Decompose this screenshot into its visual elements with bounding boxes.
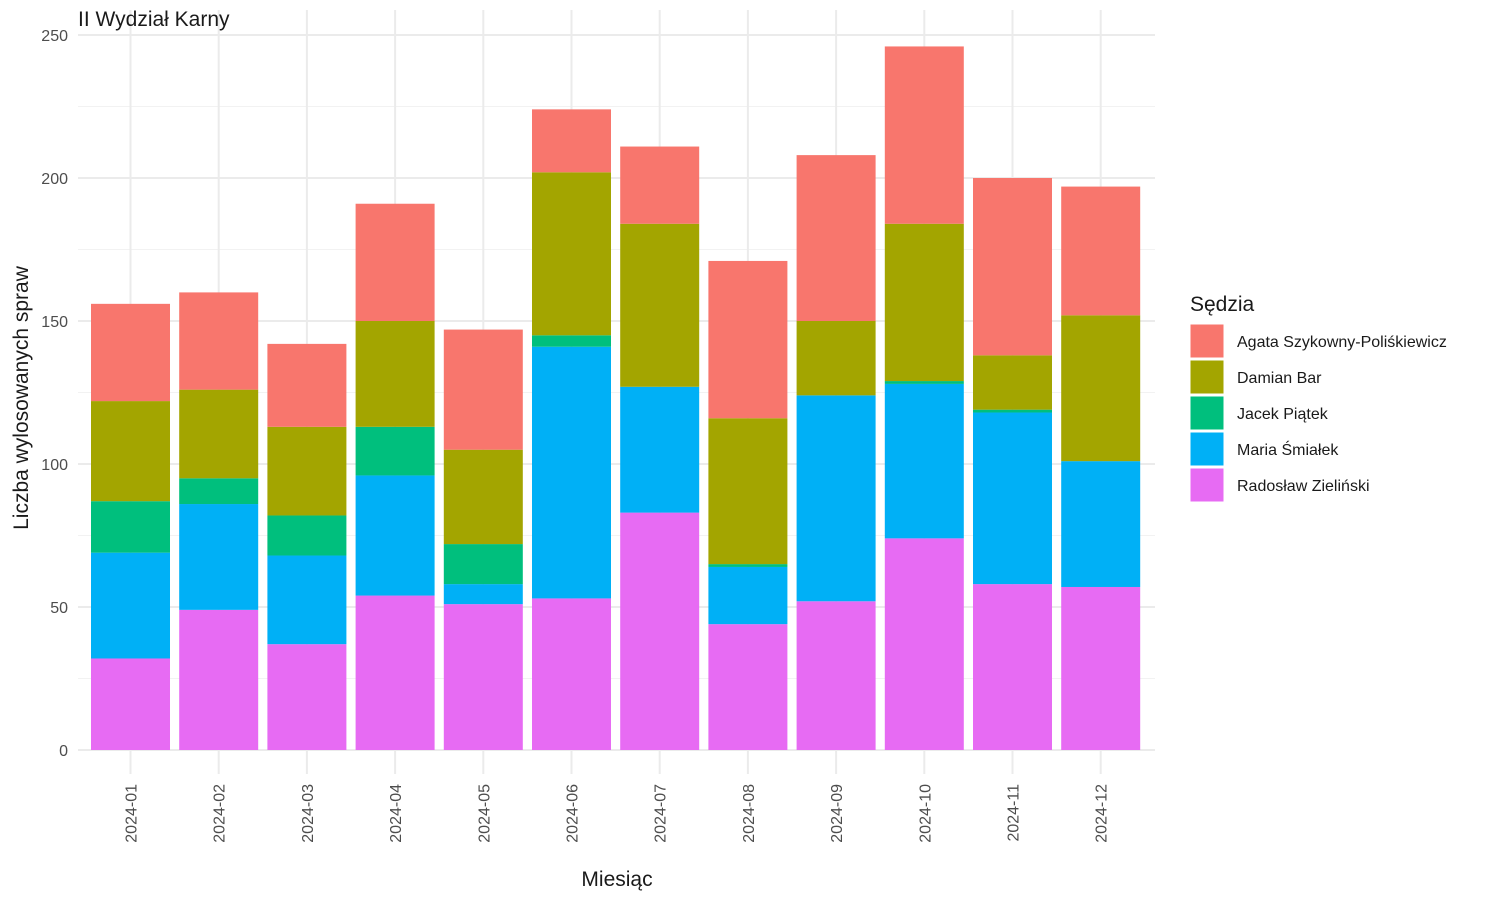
legend-label: Jacek Piątek: [1237, 406, 1329, 423]
bar-segment: [796, 155, 876, 321]
legend-label: Maria Śmiałek: [1237, 440, 1339, 459]
x-tick-label: 2024-10: [917, 784, 934, 843]
bar-segment: [884, 223, 964, 382]
y-axis-title: Liczba wylosowanych spraw: [10, 265, 33, 530]
x-tick-label: 2024-08: [741, 784, 758, 843]
x-axis-title: Miesiąc: [581, 868, 652, 891]
x-tick-label: 2024-04: [388, 784, 405, 843]
bar-segment: [443, 329, 523, 450]
bar-segment: [796, 601, 876, 750]
bar-segment: [179, 478, 259, 505]
bar-segment: [796, 321, 876, 396]
x-tick-label: 2024-11: [1006, 784, 1023, 842]
bar-segment: [708, 564, 788, 567]
bar-segment: [91, 303, 170, 402]
bar-segment: [973, 355, 1052, 410]
bar-segment: [620, 223, 700, 387]
y-tick-label: 250: [41, 28, 68, 45]
bar-segment: [620, 512, 700, 750]
bar-segment: [179, 292, 259, 390]
x-tick-label: 2024-02: [212, 784, 229, 843]
bar-segment: [708, 624, 788, 750]
bar-segment: [796, 395, 876, 602]
legend-label: Damian Bar: [1237, 370, 1322, 387]
bar-segment: [91, 501, 170, 553]
bar-segment: [355, 321, 435, 427]
bar-segment: [532, 598, 611, 750]
x-axis-ticks: 2024-01 2024-02 2024-03 2024-04 2024-05 2024-…: [124, 784, 1111, 843]
y-tick-label: 150: [41, 314, 68, 331]
bar-segment: [532, 335, 611, 347]
bar-segment: [973, 412, 1052, 585]
legend-label: Radosław Zieliński: [1237, 478, 1370, 495]
bar-segment: [443, 604, 523, 750]
y-tick-label: 100: [41, 457, 68, 474]
bar-segment: [355, 475, 435, 596]
legend-key: [1189, 467, 1225, 503]
bar-segment: [443, 449, 523, 545]
bar-segment: [884, 383, 964, 539]
bar-segment: [91, 658, 170, 750]
bar-segment: [267, 644, 347, 750]
legend: Sędzia Agata Szykowny-Poliśkiewicz Damian…: [1189, 293, 1447, 503]
bar-segment: [91, 552, 170, 659]
x-tick-label: 2024-06: [565, 784, 582, 843]
y-tick-label: 50: [50, 600, 68, 617]
bar-segment: [708, 260, 788, 419]
y-axis-ticks: 0 50 100 150 200 250: [41, 28, 68, 760]
bar-segment: [973, 178, 1052, 356]
bar-segment: [620, 146, 700, 224]
bar-segment: [179, 504, 259, 610]
legend-key: [1189, 359, 1225, 395]
bar-segment: [1061, 461, 1141, 587]
bar-segment: [355, 426, 435, 476]
bar-segment: [532, 109, 611, 173]
legend-key: [1189, 395, 1225, 431]
bar-segment: [267, 555, 347, 645]
bar-segment: [1061, 315, 1141, 462]
bars: [91, 46, 1141, 750]
bar-segment: [267, 515, 347, 556]
bar-segment: [443, 544, 523, 585]
y-tick-label: 0: [59, 743, 68, 760]
x-tick-label: 2024-01: [124, 784, 141, 843]
bar-segment: [708, 566, 788, 625]
x-tick-label: 2024-03: [300, 784, 317, 843]
bar-segment: [708, 418, 788, 565]
bar-segment: [91, 401, 170, 502]
bar-segment: [267, 343, 347, 427]
bar-segment: [443, 584, 523, 605]
bar-segment: [973, 584, 1052, 750]
bar-segment: [884, 381, 964, 384]
bar-segment: [355, 595, 435, 750]
x-tick-label: 2024-09: [829, 784, 846, 843]
bar-segment: [532, 346, 611, 599]
y-tick-label: 200: [41, 171, 68, 188]
bar-segment: [355, 203, 435, 321]
legend-label: Agata Szykowny-Poliśkiewicz: [1237, 334, 1447, 351]
bar-segment: [884, 538, 964, 750]
legend-title: Sędzia: [1190, 293, 1255, 316]
bar-segment: [179, 389, 259, 479]
bar-segment: [179, 609, 259, 750]
bar-segment: [532, 172, 611, 336]
bar-segment: [884, 46, 964, 224]
x-tick-label: 2024-05: [476, 784, 493, 843]
chart-title: II Wydział Karny: [78, 8, 230, 31]
legend-items: Agata Szykowny-Poliśkiewicz Damian Bar Jac…: [1189, 323, 1447, 503]
bar-segment: [1061, 186, 1141, 316]
legend-key: [1189, 323, 1225, 359]
legend-key: [1189, 431, 1225, 467]
x-tick-label: 2024-12: [1094, 784, 1111, 843]
bar-segment: [1061, 586, 1141, 750]
x-tick-label: 2024-07: [653, 784, 670, 843]
bar-segment: [620, 386, 700, 513]
bar-segment: [973, 409, 1052, 413]
bar-segment: [267, 426, 347, 516]
